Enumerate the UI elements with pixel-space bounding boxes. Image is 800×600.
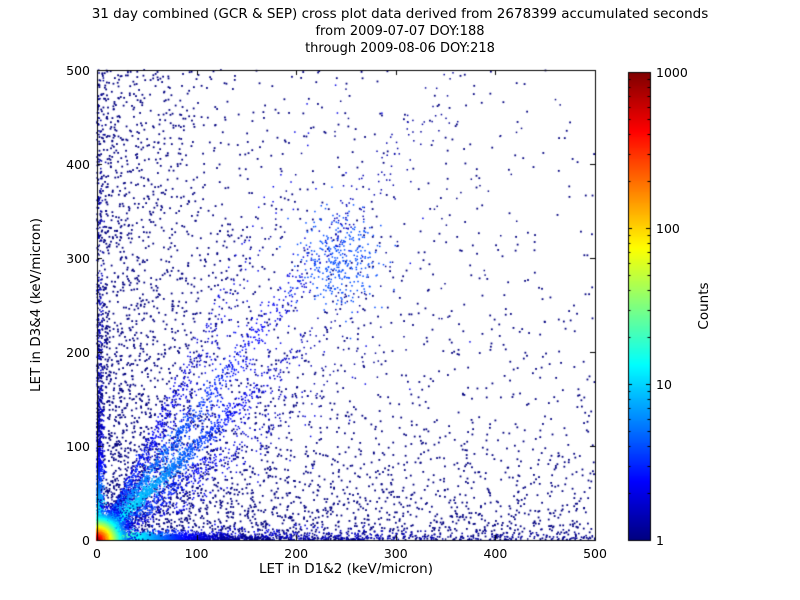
y-tick-label: 100 [66,439,90,454]
y-tick-label: 300 [66,251,90,266]
colorbar-tick-label: 1000 [656,65,688,80]
chart-subtitle-through: through 2009-08-06 DOY:218 [305,41,495,56]
x-tick-label: 400 [483,546,508,561]
y-tick-label: 200 [66,345,90,360]
x-axis-label: LET in D1&2 (keV/micron) [259,561,433,577]
x-tick-label: 300 [383,546,408,561]
x-tick-label: 200 [284,546,309,561]
x-tick-label: 100 [184,546,209,561]
y-tick-label: 500 [66,63,90,78]
x-tick-label: 500 [583,546,607,561]
colorbar-label: Counts [696,282,712,330]
x-tick-label: 0 [93,546,101,561]
colorbar-tick-label: 10 [656,377,672,392]
y-tick-label: 0 [82,533,90,548]
colorbar-tick-label: 1 [656,533,664,548]
chart-subtitle-from: from 2009-07-07 DOY:188 [315,24,485,39]
chart-title: 31 day combined (GCR & SEP) cross plot d… [91,6,709,22]
y-tick-label: 400 [66,157,90,172]
y-axis-label: LET in D3&4 (keV/micron) [28,218,44,392]
colorbar-tick-label: 100 [656,221,680,236]
